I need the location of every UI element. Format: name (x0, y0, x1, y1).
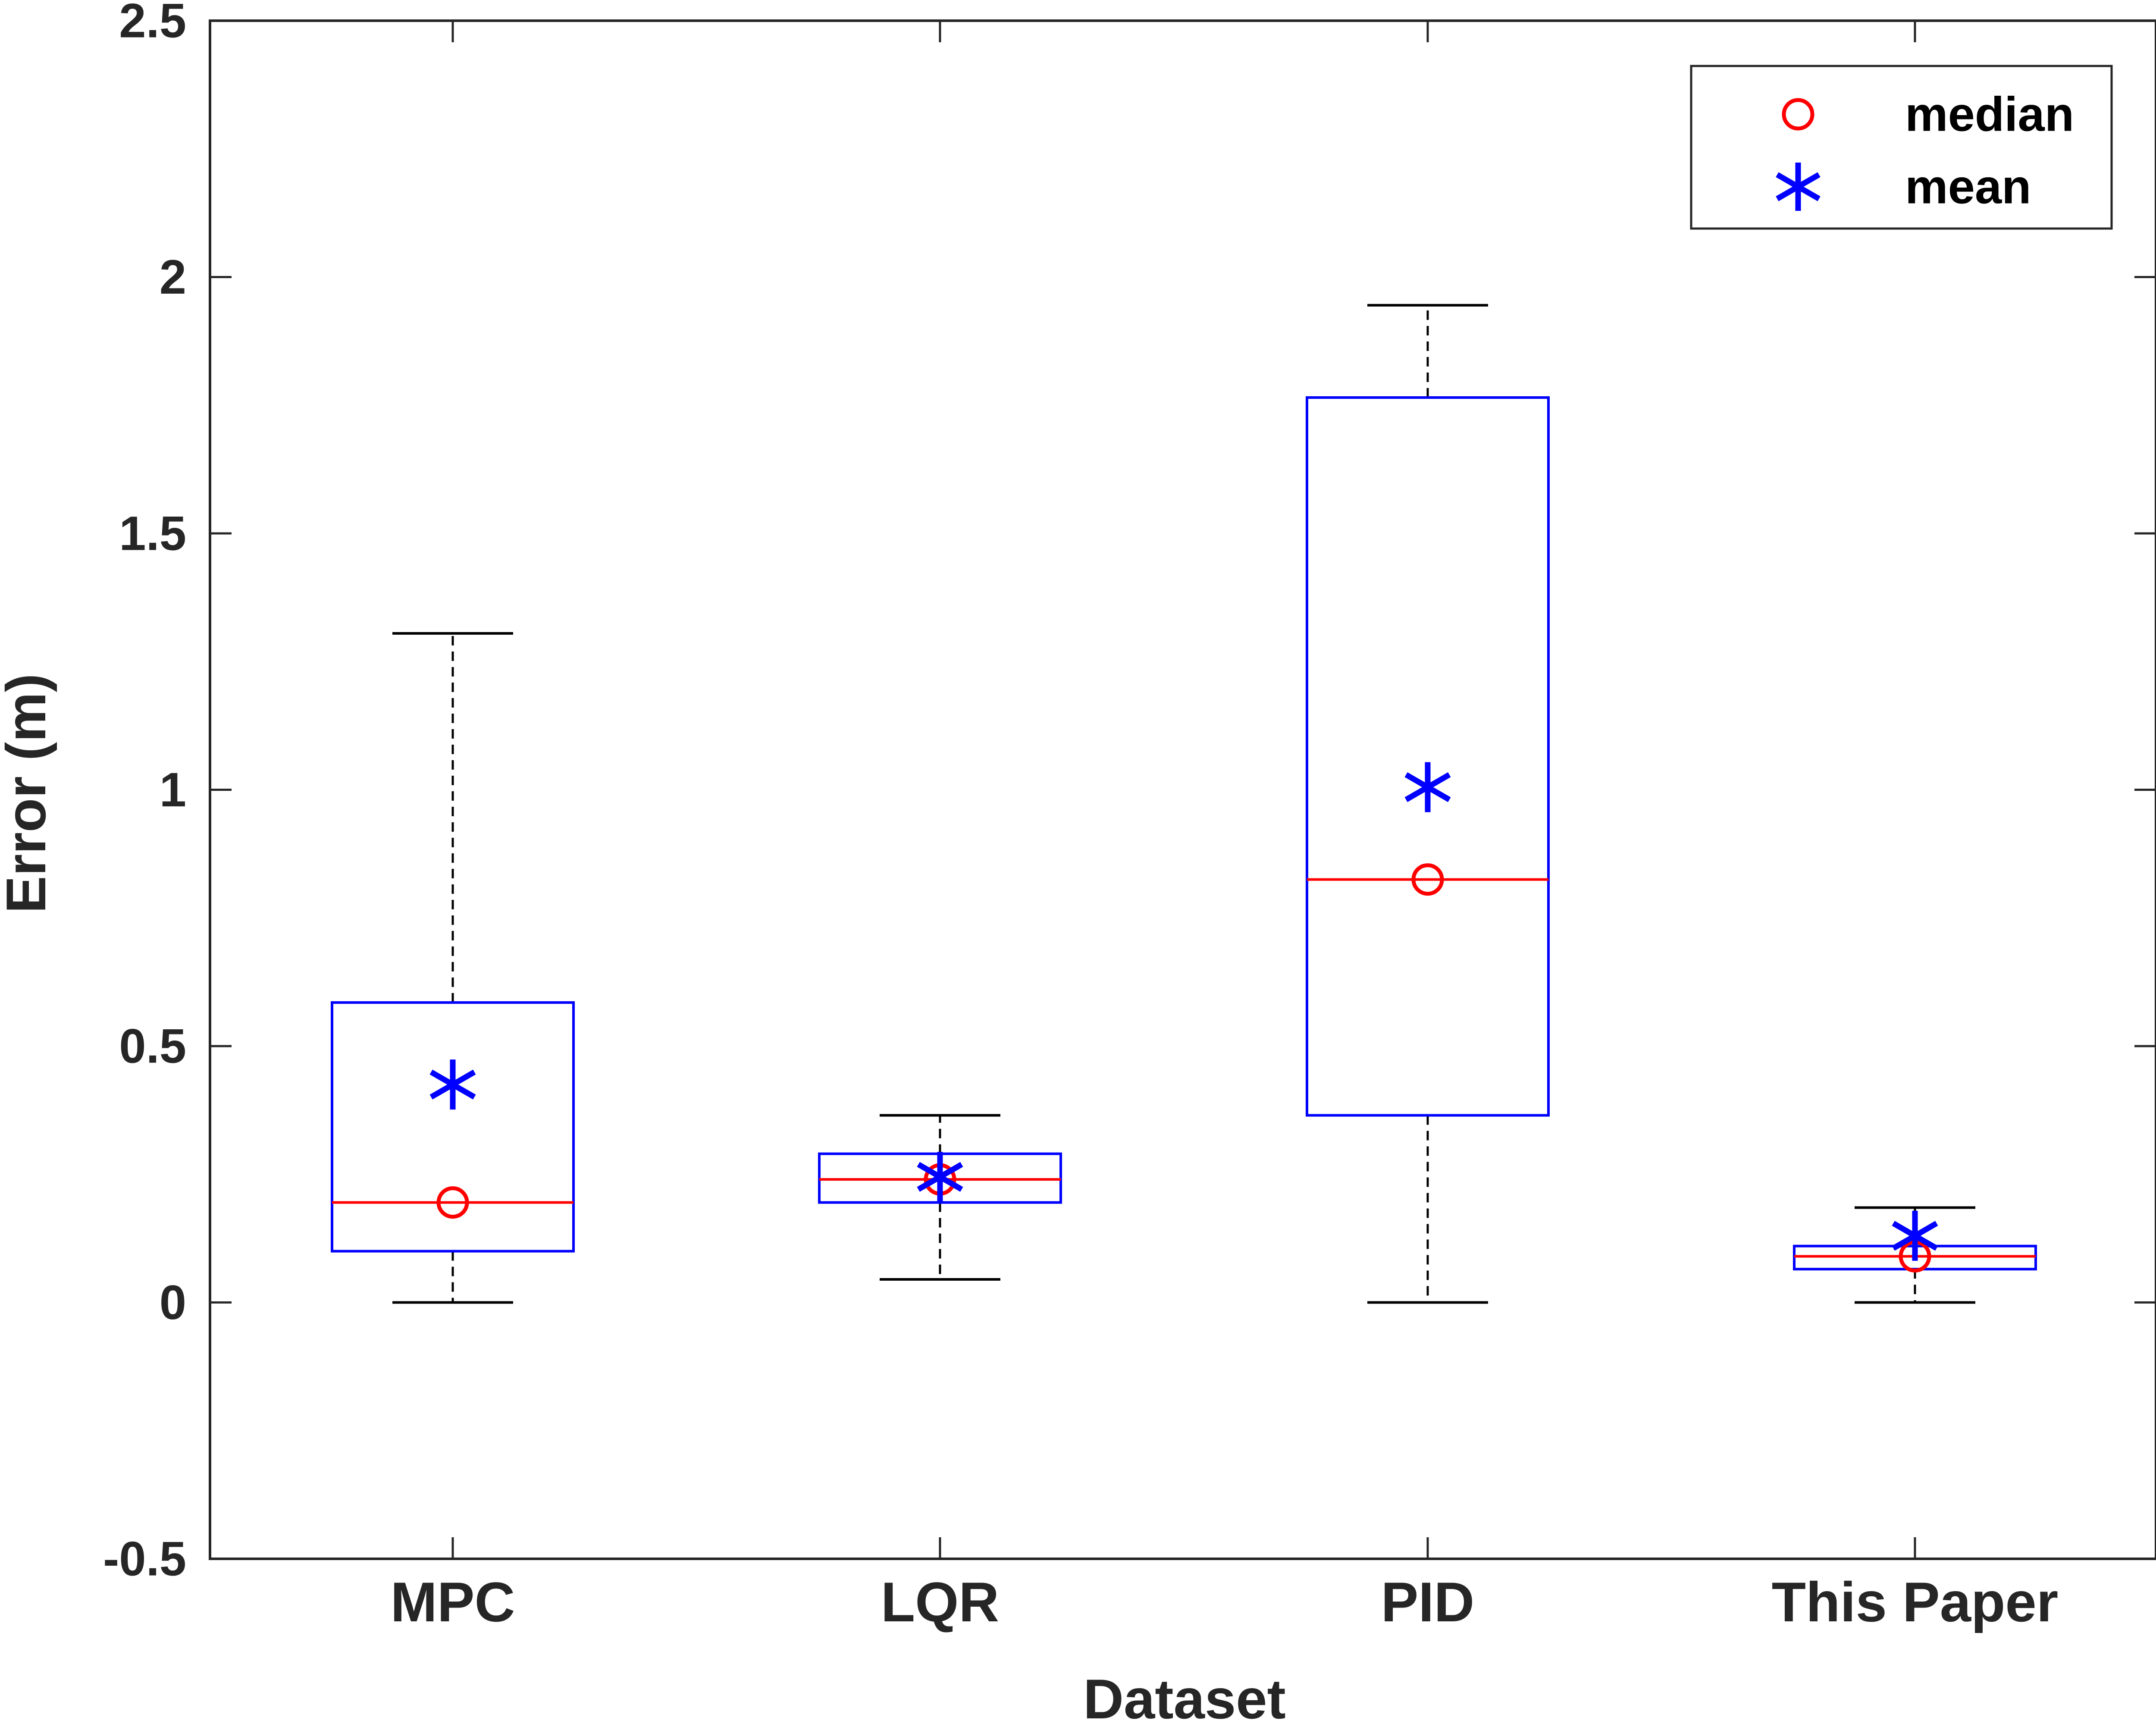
legend-median-marker (1782, 98, 1814, 131)
box-iqr (1306, 396, 1550, 1117)
y-tick-label: 1.5 (119, 507, 186, 561)
median-marker (1411, 863, 1444, 896)
y-tick-label: 1 (160, 763, 186, 817)
y-tick-label: 0.5 (119, 1019, 186, 1073)
mean-marker (429, 1059, 476, 1110)
y-tick-label: -0.5 (103, 1532, 186, 1586)
box-group-lqr (818, 1114, 1062, 1281)
mean-marker (917, 1152, 963, 1202)
plot-area (331, 304, 2037, 1304)
x-axis-title: Dataset (1083, 1667, 1286, 1730)
legend-box (1690, 65, 2113, 230)
y-tick-label: 2 (160, 250, 186, 304)
legend-mean-marker (1776, 163, 1821, 211)
y-tick-label: 0 (160, 1276, 186, 1329)
mean-marker (1892, 1210, 1938, 1261)
box-group-this-paper (1793, 1206, 2037, 1304)
median-marker (436, 1186, 469, 1219)
x-tick-label: LQR (881, 1570, 999, 1633)
legend: median mean (1690, 65, 2113, 230)
box-group-mpc (331, 632, 575, 1304)
x-tick-label: This Paper (1772, 1570, 2059, 1633)
x-tick-label: PID (1381, 1570, 1475, 1633)
legend-mean-label: mean (1905, 160, 2031, 214)
x-tick-label: MPC (391, 1570, 515, 1633)
box-iqr (331, 1001, 575, 1253)
mean-marker (1404, 762, 1451, 812)
axes: -0.5 0 0.5 1 1.5 2 2.5 MPC LQR PID This Paper (103, 0, 2156, 1633)
y-tick-label: 2.5 (119, 0, 186, 48)
legend-median-label: median (1905, 88, 2074, 141)
box-group-pid (1306, 304, 1550, 1304)
legend-asterisk (1776, 163, 1821, 211)
y-axis-title: Error (m) (0, 674, 57, 913)
